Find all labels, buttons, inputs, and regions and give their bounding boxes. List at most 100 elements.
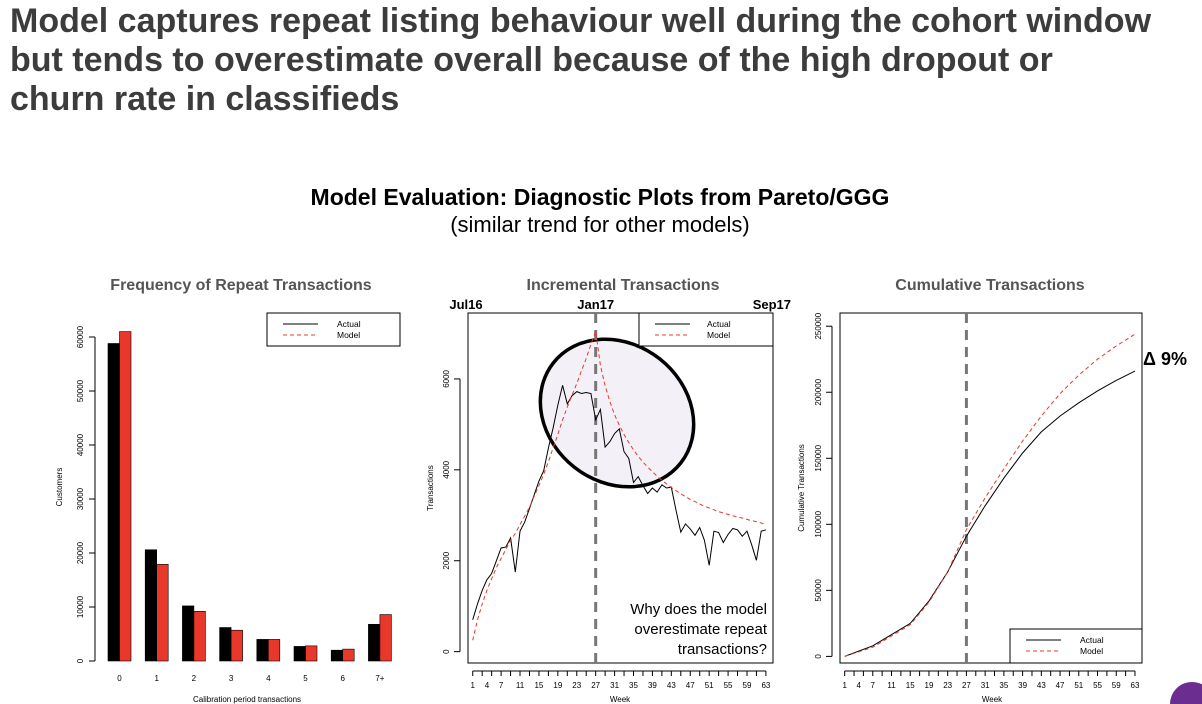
x-tick-label: 35 [629, 681, 638, 690]
bar-model [305, 645, 318, 662]
y-tick-label: 40000 [76, 433, 85, 456]
legend: Actual Model [638, 312, 774, 347]
date-marker: Jan17 [577, 297, 614, 312]
bar-model [156, 564, 169, 662]
x-axis: 1 4 7 11 15 19 23 27 31 35 39 43 47 51 55 59 63 [471, 670, 771, 690]
x-tick-label: 27 [962, 681, 971, 690]
headline-line-2: but tends to overestimate overall becaus… [10, 41, 1053, 79]
x-tick-label: 19 [925, 681, 934, 690]
bar-actual [256, 639, 269, 662]
bar-model [342, 648, 355, 662]
x-axis-label: Calibration period transactions [193, 695, 301, 704]
x-tick-label: 0 [117, 674, 122, 683]
x-tick-label: 7+ [375, 674, 384, 683]
y-axis-label: Customers [55, 468, 64, 507]
x-tick-label: 43 [667, 681, 676, 690]
x-tick-label: 23 [572, 681, 581, 690]
x-tick-label: 63 [1131, 681, 1140, 690]
x-tick-label: 35 [999, 681, 1008, 690]
y-tick-label: 50000 [814, 579, 823, 602]
bar-actual [107, 343, 120, 662]
x-tick-label: 4 [485, 681, 490, 690]
bar-model [230, 629, 243, 662]
bar-model [193, 611, 206, 662]
x-tick-label: 31 [610, 681, 619, 690]
y-axis: 0 50000 100000 150000 200000 250000 [814, 312, 833, 659]
x-tick-label: 19 [553, 681, 562, 690]
bars [107, 331, 392, 662]
x-tick-label: 3 [229, 674, 234, 683]
bar-model [379, 614, 392, 662]
headline-line-3: churn rate in classifieds [10, 80, 400, 118]
x-tick-label: 1 [471, 681, 476, 690]
bar-actual [219, 627, 232, 662]
x-tick-label: 55 [724, 681, 733, 690]
y-axis: 0 10000 20000 30000 40000 50000 60000 [76, 325, 96, 663]
chart-incremental: Incremental Transactions 0 2000 4000 6000 1… [426, 277, 791, 704]
y-tick-label: 6000 [442, 369, 451, 387]
chart-frequency: Frequency of Repeat Transactions 0 10000 2… [55, 277, 401, 704]
x-axis: 1 4 7 11 15 19 23 27 31 35 39 43 47 51 55 59 63 [842, 670, 1140, 690]
delta-annotation: Δ 9% [1143, 349, 1187, 369]
x-tick-label: 39 [1018, 681, 1027, 690]
x-tick-label: 4 [266, 674, 271, 683]
x-tick-label: 11 [887, 681, 896, 690]
legend-box [266, 312, 401, 347]
actual-line [844, 370, 1136, 657]
figure-title: Model Evaluation: Diagnostic Plots from … [310, 184, 890, 210]
y-tick-label: 250000 [814, 312, 823, 339]
legend-model-label: Model [707, 330, 730, 340]
annotation: Why does the model overestimate repeat t… [630, 601, 768, 658]
x-tick-label: 15 [906, 681, 915, 690]
x-tick-label: 7 [499, 681, 504, 690]
y-axis-label: Transactions [426, 465, 435, 511]
plot-frame [467, 312, 774, 664]
highlight-ellipse [538, 337, 696, 489]
headline: Model captures repeat listing behaviour … [10, 2, 1200, 119]
x-tick-label: 47 [686, 681, 695, 690]
legend-box [1009, 628, 1143, 664]
y-tick-label: 200000 [814, 378, 823, 405]
model-line [472, 331, 767, 641]
chart-title: Incremental Transactions [527, 277, 720, 294]
chart-title: Frequency of Repeat Transactions [110, 277, 372, 294]
x-tick-label: 47 [1056, 681, 1065, 690]
bar-actual [293, 646, 306, 662]
y-tick-label: 0 [76, 658, 85, 663]
legend-actual-label: Actual [707, 319, 731, 329]
legend: Actual Model [1009, 628, 1143, 664]
y-tick-label: 2000 [442, 551, 451, 569]
y-tick-label: 50000 [76, 379, 85, 402]
y-tick-label: 150000 [814, 444, 823, 471]
annotation-line-2: overestimate repeat [634, 621, 767, 638]
chart-cumulative: Cumulative Transactions 0 50000 100000 1500… [797, 277, 1187, 704]
x-tick-label: 63 [761, 681, 770, 690]
x-tick-label: 51 [705, 681, 714, 690]
headline-line-1: Model captures repeat listing behaviour … [10, 2, 1152, 40]
y-tick-label: 100000 [814, 510, 823, 537]
x-tick-label: 1 [842, 681, 847, 690]
chart-title: Cumulative Transactions [895, 277, 1084, 294]
x-tick-label: 39 [648, 681, 657, 690]
bar-actual [182, 605, 195, 662]
y-tick-label: 4000 [442, 460, 451, 478]
x-tick-label: 6 [340, 674, 345, 683]
x-tick-label: 55 [1093, 681, 1102, 690]
y-tick-label: 60000 [76, 325, 85, 348]
legend-model-label: Model [337, 330, 360, 340]
logo-icon [1170, 682, 1202, 704]
y-tick-label: 10000 [76, 595, 85, 618]
x-tick-label: 2 [192, 674, 197, 683]
bar-actual [144, 549, 157, 662]
model-line [844, 333, 1136, 657]
bar-actual [330, 649, 344, 662]
x-tick-label: 43 [1037, 681, 1046, 690]
bar-model [267, 639, 281, 662]
legend-model-label: Model [1080, 646, 1103, 656]
y-axis-label: Cumulative Transactions [797, 444, 806, 532]
x-axis-label: Week [610, 695, 631, 704]
y-tick-label: 0 [442, 649, 451, 654]
x-tick-label: 23 [943, 681, 952, 690]
y-tick-label: 20000 [76, 541, 85, 564]
